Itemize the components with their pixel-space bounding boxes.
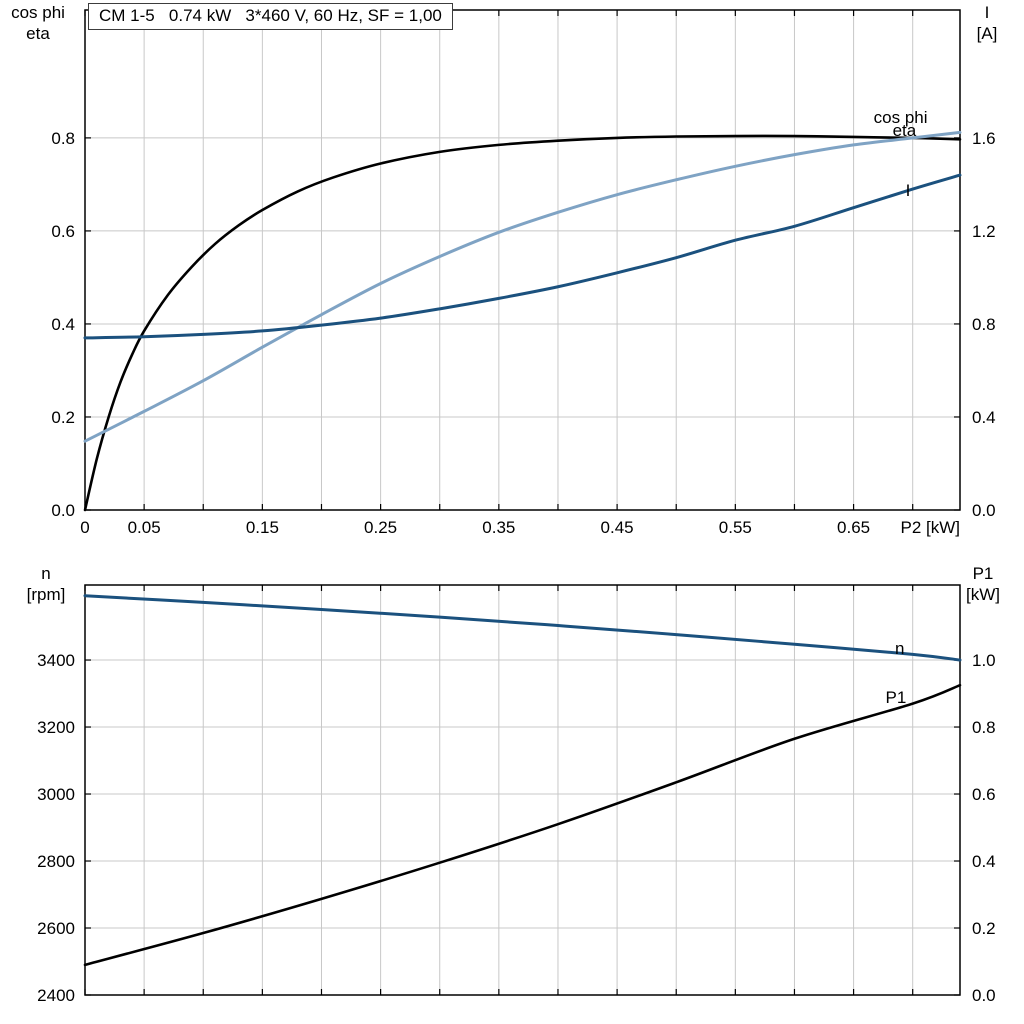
svg-text:P2 [kW]: P2 [kW] [900, 518, 960, 537]
svg-text:0.8: 0.8 [972, 718, 996, 737]
svg-text:1.2: 1.2 [972, 222, 996, 241]
svg-text:0.6: 0.6 [972, 785, 996, 804]
speed-axis-label: n [41, 564, 51, 583]
power-axis-unit: [kW] [966, 585, 1000, 604]
svg-text:1.0: 1.0 [972, 651, 996, 670]
bottom-chart-right-axis-title: P1 [kW] [950, 563, 1016, 605]
top-chart-left-axis-title: cos phi eta [0, 2, 76, 44]
curve-I [83, 173, 962, 340]
svg-text:0.2: 0.2 [51, 408, 75, 427]
curve-label-cos-phi: cos phi [874, 108, 928, 127]
gridlines [85, 10, 960, 510]
svg-text:3000: 3000 [37, 785, 75, 804]
axis-ticks [84, 585, 960, 996]
top-chart-right-axis-title: I [A] [956, 2, 1018, 44]
svg-text:2400: 2400 [37, 986, 75, 1005]
svg-text:0: 0 [80, 518, 89, 537]
curve-label-I: I [906, 181, 911, 200]
svg-text:0.0: 0.0 [51, 501, 75, 520]
axis-ticks [84, 10, 960, 511]
bottom-chart-speed-power: 2400 2600 2800 3000 3200 3400 0.0 0.2 0.4 0.6 0.8 1… [37, 584, 996, 1005]
svg-text:2800: 2800 [37, 852, 75, 871]
svg-text:0.25: 0.25 [364, 518, 397, 537]
curve-label-P1: P1 [886, 688, 907, 707]
bottom-chart-left-axis-title: n [rpm] [8, 563, 84, 605]
curve-cos-phi [83, 130, 962, 443]
svg-text:0.55: 0.55 [719, 518, 752, 537]
curve-P1 [83, 683, 962, 967]
svg-text:0.15: 0.15 [246, 518, 279, 537]
cos-phi-axis-label: cos phi [11, 3, 65, 22]
svg-text:1.6: 1.6 [972, 129, 996, 148]
top-chart-cosphi-eta-current: 0 0.05 0.15 0.25 0.35 0.45 0.55 0.65 P2 [kW] 0.0 0… [51, 9, 996, 537]
svg-text:0.8: 0.8 [972, 315, 996, 334]
svg-text:0.05: 0.05 [128, 518, 161, 537]
svg-text:0.4: 0.4 [51, 315, 75, 334]
eta-axis-label: eta [26, 24, 50, 43]
svg-text:0.45: 0.45 [601, 518, 634, 537]
svg-text:0.65: 0.65 [837, 518, 870, 537]
svg-text:0.4: 0.4 [972, 852, 996, 871]
plot-frame [84, 9, 961, 511]
current-axis-label: I [984, 3, 990, 22]
speed-axis-unit: [rpm] [26, 585, 66, 604]
curve-n [83, 594, 962, 662]
chart-title-box: CM 1-5 0.74 kW 3*460 V, 60 Hz, SF = 1,00 [88, 3, 453, 30]
curve-label-eta: eta [893, 121, 917, 140]
svg-text:0.4: 0.4 [972, 408, 996, 427]
svg-text:0.8: 0.8 [51, 129, 75, 148]
plot-frame [84, 584, 961, 996]
current-axis-unit: [A] [976, 24, 998, 43]
power-axis-label: P1 [972, 564, 994, 583]
svg-text:0.35: 0.35 [482, 518, 515, 537]
svg-text:0.2: 0.2 [972, 919, 996, 938]
svg-text:3200: 3200 [37, 718, 75, 737]
curve-label-n: n [895, 639, 904, 658]
svg-text:0.0: 0.0 [972, 501, 996, 520]
curve-eta [83, 134, 962, 512]
svg-text:0.6: 0.6 [51, 222, 75, 241]
svg-text:3400: 3400 [37, 651, 75, 670]
svg-text:0.0: 0.0 [972, 986, 996, 1005]
svg-text:2600: 2600 [37, 919, 75, 938]
tick-labels: 0 0.05 0.15 0.25 0.35 0.45 0.55 0.65 P2 [kW] 0.0 0… [51, 129, 995, 537]
tick-labels: 2400 2600 2800 3000 3200 3400 0.0 0.2 0.4 0.6 0.8 1… [37, 651, 995, 1005]
